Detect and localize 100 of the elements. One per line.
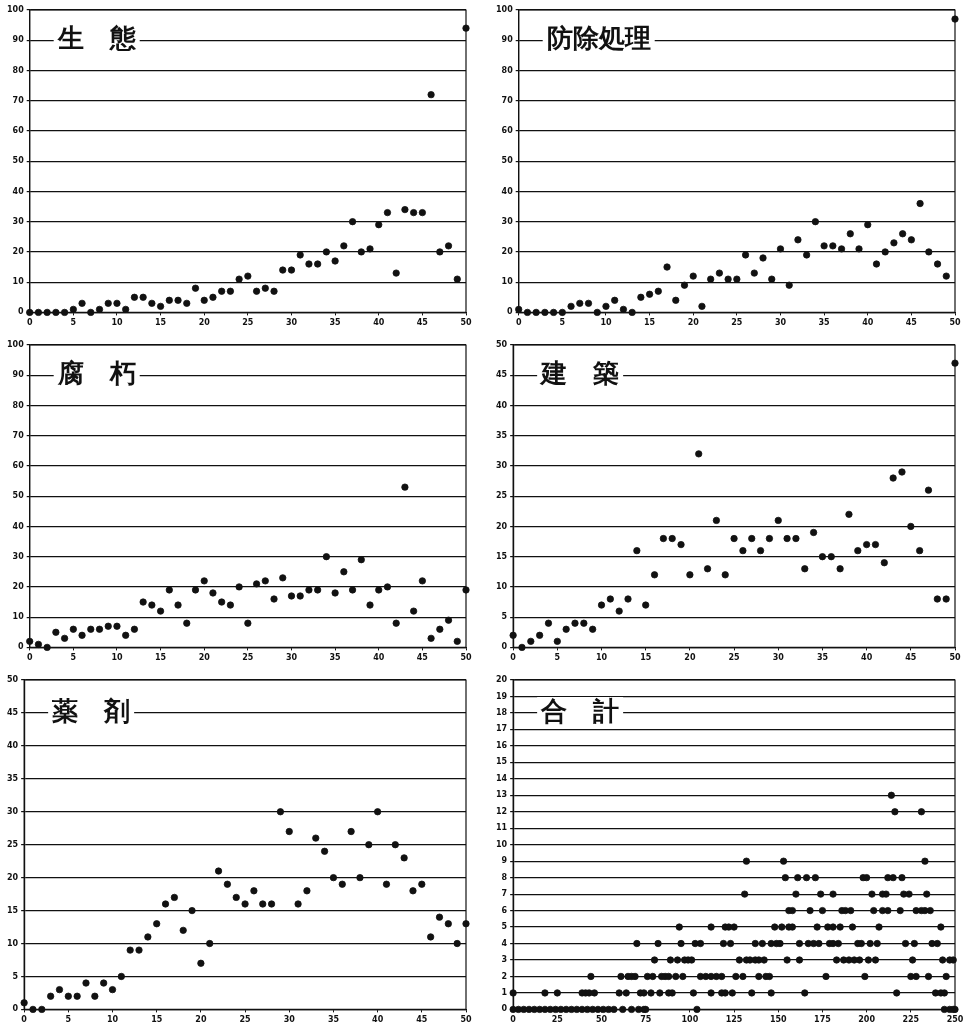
x-tick-label: 25 xyxy=(551,1015,564,1025)
y-tick-label: 12 xyxy=(495,806,508,816)
y-tick-label: 25 xyxy=(6,839,19,849)
y-tick-label: 90 xyxy=(12,370,25,380)
x-tick-label: 45 xyxy=(905,318,918,328)
x-tick-label: 30 xyxy=(285,653,298,663)
x-tick-label: 125 xyxy=(725,1015,743,1025)
y-tick-label: 20 xyxy=(495,521,508,531)
y-tick-label: 7 xyxy=(501,889,508,899)
y-tick-label: 30 xyxy=(6,806,19,816)
y-tick-label: 40 xyxy=(12,186,25,196)
x-tick-label: 150 xyxy=(769,1015,788,1025)
y-tick-label: 15 xyxy=(495,551,508,561)
y-tick-label: 10 xyxy=(12,612,25,622)
x-tick-label: 0 xyxy=(515,318,522,328)
x-tick-label: 10 xyxy=(111,653,123,663)
x-tick-label: 20 xyxy=(198,653,211,663)
x-tick-label: 40 xyxy=(372,1015,384,1025)
x-tick-label: 5 xyxy=(554,653,561,663)
y-tick-label: 20 xyxy=(495,675,508,685)
y-tick-label: 10 xyxy=(495,582,508,591)
x-tick-label: 20 xyxy=(198,318,211,328)
x-tick-label: 35 xyxy=(329,318,342,328)
y-tick-label: 80 xyxy=(501,65,514,75)
x-tick-label: 15 xyxy=(155,653,167,663)
text: 合 計 xyxy=(540,695,620,726)
x-tick-label: 10 xyxy=(111,318,123,328)
y-tick-label: 45 xyxy=(6,708,19,718)
x-tick-label: 10 xyxy=(600,318,612,328)
x-tick-label: 50 xyxy=(595,1015,608,1025)
y-tick-label: 0 xyxy=(507,307,514,317)
x-tick-label: 45 xyxy=(416,318,429,328)
y-tick-label: 30 xyxy=(495,461,508,471)
x-tick-label: 25 xyxy=(242,653,254,663)
y-tick-label: 10 xyxy=(6,938,19,948)
y-tick-label: 60 xyxy=(12,126,25,136)
y-tick-label: 5 xyxy=(501,612,508,622)
y-tick-label: 35 xyxy=(495,430,508,440)
y-tick-label: 20 xyxy=(6,872,19,882)
x-tick-label: 35 xyxy=(818,318,831,328)
y-tick-label: 2 xyxy=(501,971,508,981)
y-tick-label: 40 xyxy=(12,521,25,531)
y-tick-label: 0 xyxy=(12,1004,19,1014)
y-tick-label: 50 xyxy=(6,675,19,685)
y-tick-label: 20 xyxy=(12,247,25,256)
y-tick-label: 70 xyxy=(12,95,25,105)
y-tick-label: 40 xyxy=(495,400,508,410)
x-tick-label: 35 xyxy=(329,653,342,663)
y-tick-label: 30 xyxy=(12,216,25,226)
y-tick-label: 50 xyxy=(12,156,25,166)
x-tick-label: 25 xyxy=(728,653,741,663)
y-tick-label: 20 xyxy=(12,582,25,591)
y-tick-label: 100 xyxy=(7,5,25,15)
y-tick-label: 70 xyxy=(501,95,514,105)
x-tick-label: 35 xyxy=(816,653,829,663)
x-tick-label: 50 xyxy=(460,1015,472,1025)
y-tick-label: 18 xyxy=(495,708,508,718)
x-tick-label: 100 xyxy=(681,1015,699,1025)
x-tick-label: 0 xyxy=(26,318,33,328)
x-tick-label: 15 xyxy=(155,318,167,328)
y-tick-label: 40 xyxy=(501,186,514,196)
x-tick-label: 20 xyxy=(687,318,700,328)
x-tick-label: 20 xyxy=(684,653,696,663)
y-tick-label: 80 xyxy=(12,65,25,75)
x-tick-label: 175 xyxy=(814,1015,832,1025)
text: 薬 剤 xyxy=(51,695,131,726)
y-tick-label: 4 xyxy=(501,938,508,948)
x-tick-label: 45 xyxy=(416,653,429,663)
y-tick-label: 15 xyxy=(6,905,19,915)
y-tick-label: 40 xyxy=(6,740,19,750)
x-tick-label: 35 xyxy=(327,1015,340,1025)
x-tick-label: 15 xyxy=(644,318,656,328)
x-tick-label: 225 xyxy=(902,1015,920,1025)
y-tick-label: 5 xyxy=(501,922,508,932)
x-tick-label: 15 xyxy=(151,1015,163,1025)
x-tick-label: 10 xyxy=(595,653,608,663)
y-tick-label: 25 xyxy=(495,491,508,501)
y-tick-label: 1 xyxy=(501,988,508,998)
x-tick-label: 5 xyxy=(70,318,77,328)
x-tick-label: 5 xyxy=(65,1015,72,1025)
x-tick-label: 0 xyxy=(26,653,33,663)
x-tick-label: 200 xyxy=(858,1015,876,1025)
x-tick-label: 25 xyxy=(731,318,743,328)
text: 腐 朽 xyxy=(56,357,136,388)
y-tick-label: 13 xyxy=(495,790,508,800)
y-tick-label: 90 xyxy=(501,35,514,45)
y-tick-label: 9 xyxy=(501,856,508,866)
text: 防除処理 xyxy=(546,22,651,53)
x-tick-label: 50 xyxy=(460,318,472,328)
y-tick-label: 10 xyxy=(495,839,508,849)
x-tick-label: 30 xyxy=(285,318,298,328)
y-tick-label: 14 xyxy=(495,773,508,783)
y-tick-label: 0 xyxy=(501,1004,508,1014)
x-tick-label: 5 xyxy=(559,318,566,328)
x-tick-label: 20 xyxy=(195,1015,207,1025)
y-tick-label: 3 xyxy=(501,955,508,965)
x-tick-label: 75 xyxy=(640,1015,652,1025)
y-tick-label: 0 xyxy=(18,307,25,317)
y-tick-label: 50 xyxy=(495,340,508,350)
y-tick-label: 0 xyxy=(18,642,25,652)
